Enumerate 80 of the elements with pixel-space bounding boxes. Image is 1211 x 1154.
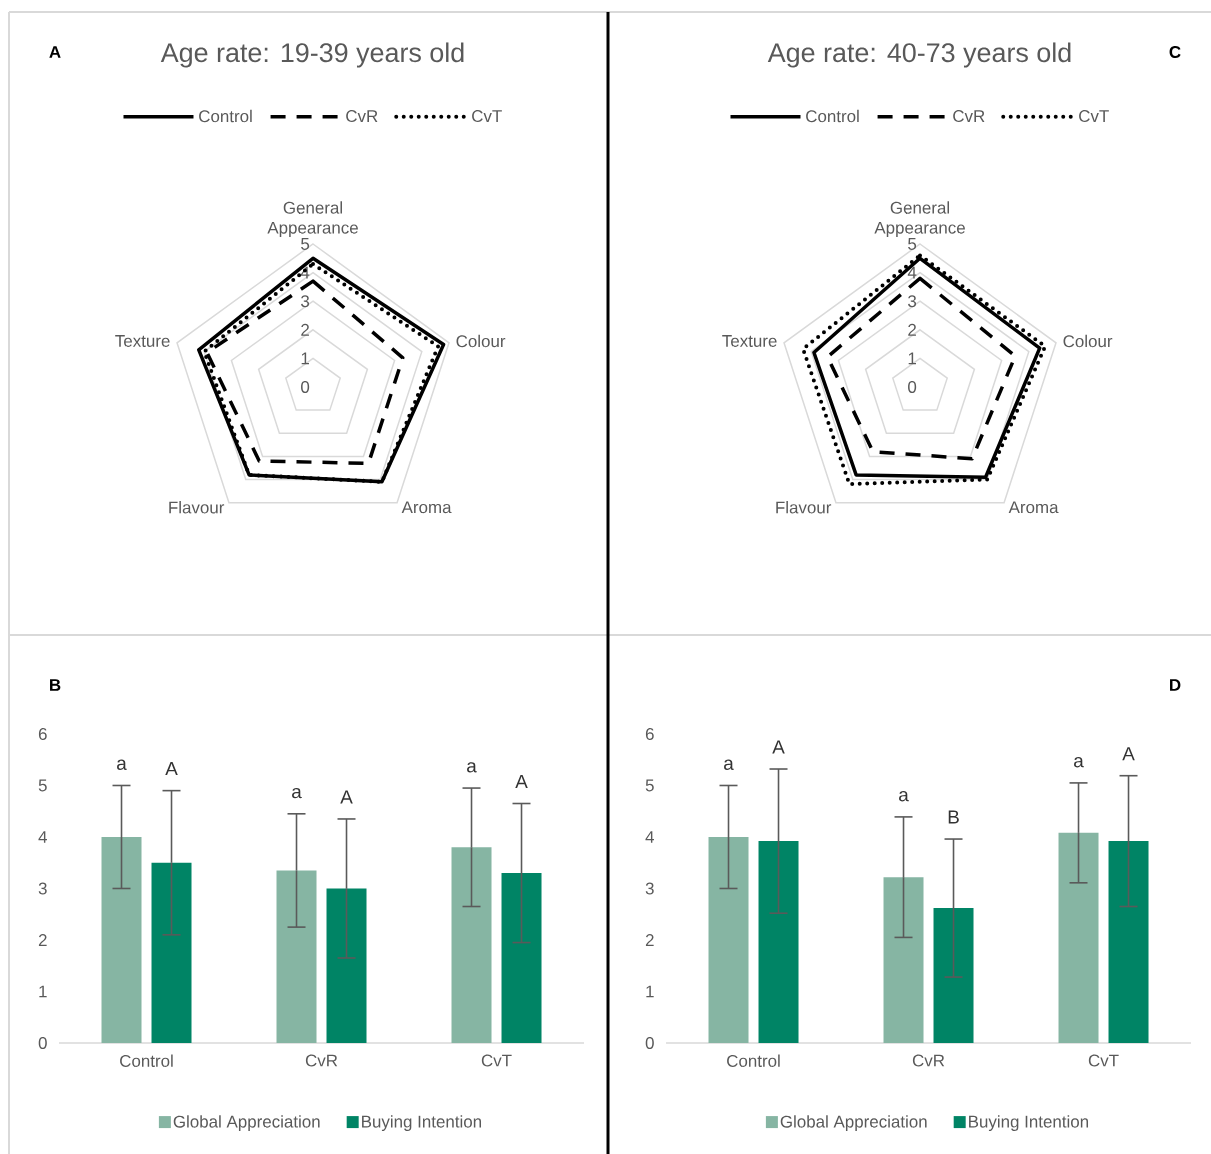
annotation: A [515,774,528,788]
spoke-label: Colour [1063,334,1113,348]
text: C [1169,45,1181,58]
y-tick-label: 4 [38,831,47,843]
y-tick-label: 2 [908,323,916,336]
x-tick-label: CvT [1088,1054,1119,1067]
annotation: A [340,790,353,804]
spoke-label: Texture [722,335,777,347]
bar [151,862,192,1043]
bar [276,870,317,1043]
legend-label: Control [806,109,859,123]
y-tick-label: 3 [301,295,310,308]
bar [1108,841,1149,1043]
text: B [50,679,61,691]
annotation: a [724,759,734,770]
bar [501,873,542,1043]
y-tick-label: 1 [301,352,309,365]
legend-label: Global Appreciation [173,1115,320,1131]
spoke-label: Aroma [1008,501,1059,514]
chart-title: Age rate: 40-73 years old [767,42,1071,68]
y-tick-label: 0 [301,380,310,393]
y-tick-label: 0 [645,1036,654,1049]
y-tick-label: 6 [38,727,47,740]
bar [451,847,492,1043]
y-tick-label: 2 [301,323,309,336]
chart-title: Age rate: 19-39 years old [160,42,464,68]
spoke-label: General Appearance [874,201,965,238]
y-tick-label: 3 [908,295,917,308]
x-tick-label: CvR [305,1054,338,1067]
legend-label: Buying Intention [362,1115,481,1131]
y-tick-label: 3 [645,882,654,895]
bar [708,836,749,1043]
bar [1058,832,1099,1043]
y-tick-label: 6 [645,727,654,740]
y-tick-label: 4 [645,831,654,843]
y-tick-label: 5 [645,779,654,792]
y-tick-label: 5 [301,238,310,250]
y-tick-label: 5 [908,238,917,250]
legend-label: CvR [953,110,985,123]
x-tick-label: Control [120,1054,173,1067]
y-tick-label: 1 [908,352,916,365]
spoke-label: Flavour [169,501,225,514]
spoke-label: General Appearance [267,201,358,238]
text: A [49,46,61,58]
annotation: A [165,762,178,776]
annotation: B [948,810,959,824]
annotation: A [1122,747,1135,761]
y-tick-label: 0 [38,1036,47,1049]
x-tick-label: CvT [481,1054,512,1067]
annotation: a [117,759,127,770]
y-tick-label: 5 [38,779,47,792]
annotation: a [899,791,909,802]
x-tick-label: Control [727,1054,780,1067]
text: D [1170,679,1181,691]
legend-label: Buying Intention [969,1115,1089,1131]
y-tick-label: 0 [908,380,917,393]
y-tick-label: 1 [39,985,47,998]
legend-label: Global Appreciation [780,1115,927,1131]
annotation: A [772,740,785,754]
bar [758,841,799,1043]
annotation: a [467,762,477,773]
annotation: a [292,787,302,799]
spoke-label: Texture [115,335,170,347]
bar [101,836,142,1043]
x-tick-label: CvR [912,1054,945,1067]
legend-label: CvT [1079,110,1109,123]
spoke-label: Flavour [776,501,832,514]
y-tick-label: 4 [907,266,917,279]
y-tick-label: 3 [38,882,47,895]
legend-label: Control [199,109,252,123]
spoke-label: Aroma [401,501,452,514]
y-tick-label: 2 [645,934,654,946]
y-tick-label: 1 [646,985,654,998]
legend-label: CvR [346,110,378,123]
spoke-label: Colour [456,334,506,348]
annotation: a [1074,757,1084,768]
legend-label: CvT [472,110,502,123]
y-tick-label: 2 [38,934,47,946]
bar [326,888,367,1043]
bar [883,877,924,1043]
